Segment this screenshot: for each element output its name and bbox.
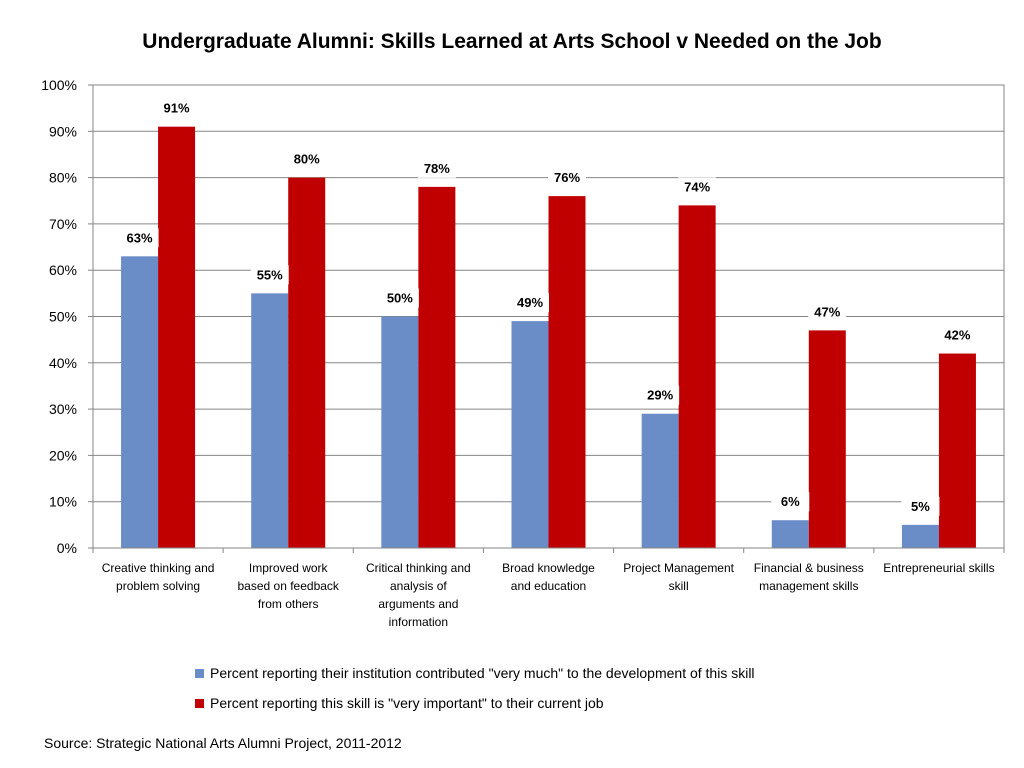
data-label: 42% (944, 328, 970, 343)
x-category-label-line: based on feedback (238, 579, 340, 593)
data-label: 80% (294, 152, 320, 167)
data-label-background (641, 385, 680, 405)
x-category-label-line: Financial & business (754, 561, 864, 575)
legend-swatch-blue (195, 668, 204, 678)
x-category-label: Improved work based on feedback from other… (238, 561, 340, 611)
data-label: 63% (127, 230, 153, 245)
x-category-label-line: Broad knowledge (502, 561, 595, 575)
data-label-background (417, 158, 456, 178)
x-category-label-line: from others (258, 597, 319, 611)
x-category-label-line: management skills (759, 579, 858, 593)
bar-contributed (121, 256, 159, 548)
data-label-background (287, 149, 326, 169)
y-axis-ticks: 0% 10% 20% 30% 40% 50% 60% 70% 80% 90% 100% (41, 77, 93, 556)
data-label: 49% (517, 295, 543, 310)
x-category-label-line: Creative thinking and (102, 561, 215, 575)
bar-important (288, 177, 326, 548)
x-category-label: Project Management skill (623, 561, 734, 593)
y-tick-label: 70% (49, 216, 77, 232)
source-note: Source: Strategic National Arts Alumni P… (44, 735, 402, 751)
data-label-background (250, 265, 289, 285)
data-label-background (901, 496, 940, 516)
data-label-background (771, 492, 810, 512)
x-category-label: Broad knowledge and education (502, 561, 595, 593)
data-label: 74% (684, 179, 710, 194)
data-label: 50% (387, 291, 413, 306)
x-category-label: Critical thinking and analysis of argument… (366, 561, 471, 629)
data-label-background (938, 325, 977, 345)
y-tick-label: 20% (49, 447, 77, 463)
bar-contributed (771, 520, 809, 548)
x-category-label-line: Project Management (623, 561, 734, 575)
legend-label: Percent reporting their institution cont… (210, 665, 755, 681)
data-label-background (157, 98, 196, 118)
legend-entry-contributed: Percent reporting their institution cont… (195, 665, 755, 681)
y-tick-label: 30% (49, 401, 77, 417)
data-label-background (808, 302, 847, 322)
data-label: 91% (164, 101, 190, 116)
bars (121, 126, 976, 549)
data-label-background (678, 177, 717, 197)
y-tick-label: 60% (49, 262, 77, 278)
chart-title: Undergraduate Alumni: Skills Learned at … (142, 30, 882, 53)
x-category-label-line: Improved work (249, 561, 329, 575)
bar-contributed (901, 524, 939, 548)
bar-important (418, 186, 456, 549)
data-label: 47% (814, 304, 840, 319)
x-category-label-line: information (389, 615, 448, 629)
x-category-label-line: problem solving (116, 579, 200, 593)
bar-contributed (641, 413, 679, 548)
x-category-label: Creative thinking and problem solving (102, 561, 215, 593)
y-tick-label: 50% (49, 309, 77, 325)
x-category-label-line: Entrepreneurial skills (883, 561, 994, 575)
y-tick-label: 10% (49, 494, 77, 510)
legend-entry-important: Percent reporting this skill is "very im… (195, 695, 604, 711)
data-label-background (548, 168, 586, 188)
data-label: 29% (647, 388, 673, 403)
bar-important (548, 196, 586, 548)
bar-important (158, 126, 196, 549)
y-tick-label: 80% (49, 170, 77, 186)
bar-important (678, 205, 716, 548)
bar-contributed (381, 316, 419, 548)
legend-swatch-red (195, 698, 204, 708)
data-label-background (511, 293, 549, 313)
data-label: 76% (554, 170, 580, 185)
bar-contributed (251, 293, 289, 548)
data-label: 55% (257, 267, 283, 282)
x-category-label: Financial & business management skills (754, 561, 864, 593)
legend-label: Percent reporting this skill is "very im… (210, 695, 604, 711)
x-category-label-line: and education (511, 579, 586, 593)
y-tick-label: 0% (57, 540, 77, 556)
data-label: 78% (424, 161, 450, 176)
bar-important (938, 353, 976, 548)
y-tick-label: 100% (41, 77, 77, 93)
bar-contributed (511, 321, 549, 548)
y-tick-label: 40% (49, 355, 77, 371)
x-category-label-line: arguments and (378, 597, 458, 611)
x-axis-categories: Creative thinking and problem solving Impr… (92, 548, 1005, 629)
data-label: 6% (781, 494, 800, 509)
y-tick-label: 90% (49, 123, 77, 139)
data-label-background (380, 288, 419, 308)
bar-important (808, 330, 846, 548)
x-category-label-line: Critical thinking and (366, 561, 471, 575)
x-category-label-line: skill (669, 579, 689, 593)
data-label: 5% (911, 499, 930, 514)
x-category-label: Entrepreneurial skills (883, 561, 994, 575)
plot-area-border (92, 84, 1005, 549)
data-label-background (120, 228, 159, 248)
data-labels: 63% 91% 55% 80% 50% 78% 49% 76% 29% 74% 6% 47% 5% 42% (120, 98, 977, 516)
x-category-label-line: analysis of (390, 579, 447, 593)
